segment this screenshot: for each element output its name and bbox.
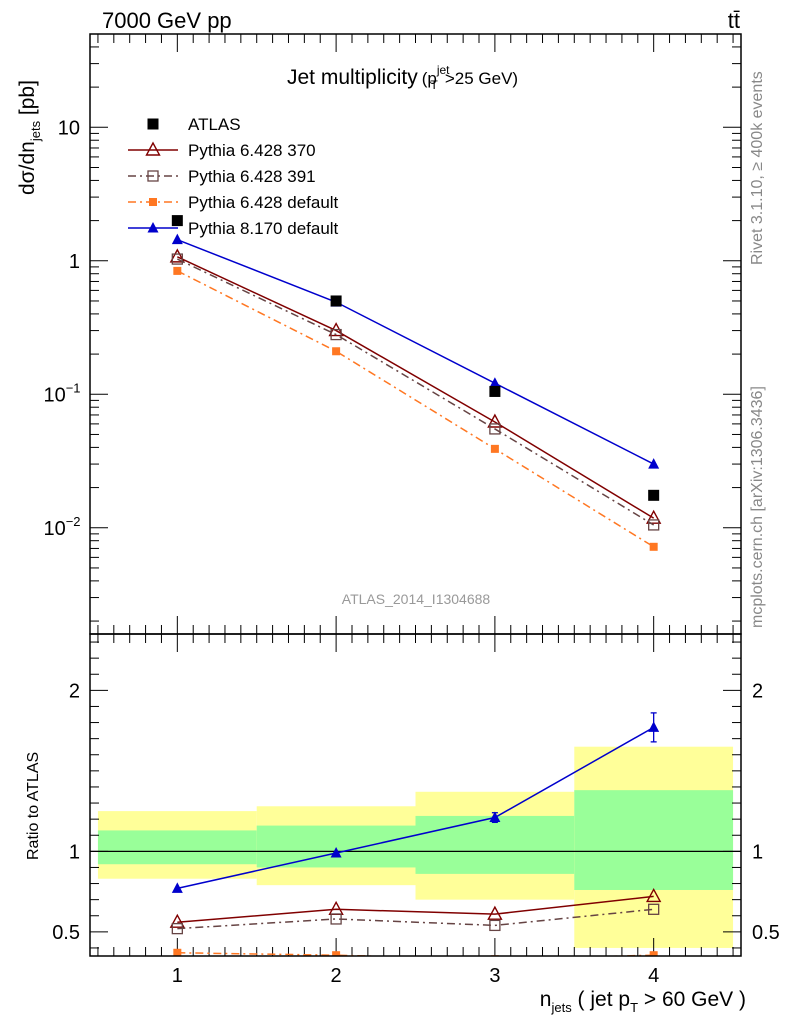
main-y-tick-label: 1 [69, 251, 80, 273]
main-series-pythia-6-428-default-point [332, 347, 341, 356]
main-series-pythia-6-428-default [173, 266, 658, 551]
main-y-tick-label: 10−2 [43, 514, 80, 540]
ratio-series-pythia-8-170-default-point [171, 882, 183, 893]
main-series-atlas-point [489, 385, 501, 397]
main-series-pythia-6-428-370 [169, 248, 662, 524]
process-label: tt̄ [728, 8, 740, 33]
legend-item-pythia-8-170-default-label: Pythia 8.170 default [188, 219, 339, 238]
ratio-series-pythia-6-428-391-point [489, 919, 501, 932]
ratio-series-pythia-6-428-default-line [177, 952, 654, 956]
ratio-y-tick-label-right: 1 [752, 841, 763, 863]
ratio-band-green-1 [256, 825, 416, 868]
data-series [169, 215, 662, 956]
energy-label: 7000 GeV pp [102, 8, 232, 33]
ratio-band-green-0 [97, 830, 257, 865]
legend-item-pythia-6-428-default-marker [149, 198, 157, 206]
main-series-pythia-8-170-default-line [177, 238, 655, 465]
x-tick-label: 3 [489, 965, 500, 987]
ratio-y-tick-label: 0.5 [52, 922, 80, 944]
main-series-pythia-6-428-370-point [645, 509, 662, 524]
ratio-series-pythia-6-428-default-point [332, 951, 341, 956]
main-series-pythia-6-428-default-line [176, 270, 655, 548]
x-axis-label: njets ( jet pT > 60 GeV ) [540, 988, 746, 1015]
axes-ticks: 10−2 10−1 1 10 1 2 3 4 0.5 0.5 1 1 2 2 [43, 33, 780, 987]
ratio-series-pythia-6-428-370-point [487, 905, 503, 920]
main-series-pythia-8-170-default-point [489, 377, 501, 388]
ratio-series-pythia-6-428-default-point [173, 948, 182, 956]
main-series-pythia-6-428-370-point [487, 413, 503, 428]
main-series-pythia-6-428-default-point [490, 444, 499, 453]
legend-item-pythia-8-170-default: Pythia 8.170 default [128, 219, 339, 238]
ratio-series-pythia-6-428-370-line [177, 895, 654, 923]
ratio-band-green-2 [415, 815, 575, 874]
legend-item-pythia-6-428-370-label: Pythia 6.428 370 [188, 141, 316, 160]
ratio-series-pythia-8-170-default-point [330, 846, 342, 858]
ratio-series-pythia-6-428-370-point [328, 900, 344, 916]
ratio-plot-frame [89, 633, 742, 957]
main-series-pythia-8-170-default-point [171, 233, 183, 245]
legend: ATLAS Pythia 6.428 370 Pythia 6.428 391 Pyt… [128, 115, 339, 238]
main-series-atlas-point [171, 215, 183, 227]
x-tick-label: 4 [648, 965, 659, 987]
main-series-pythia-6-428-391-point [489, 423, 501, 435]
ratio-series-pythia-8-170-default-point [648, 721, 660, 732]
ratio-series-group [169, 712, 662, 956]
ratio-band-green-3 [574, 790, 734, 890]
legend-item-atlas: ATLAS [147, 115, 241, 134]
legend-item-pythia-6-428-default: Pythia 6.428 default [128, 193, 339, 212]
ratio-series-pythia-6-428-default-point [649, 951, 658, 956]
legend-item-pythia-6-428-default-label: Pythia 6.428 default [188, 193, 339, 212]
ratio-y-tick-label-right: 2 [752, 680, 763, 702]
ratio-series-pythia-6-428-370-point [645, 887, 662, 903]
main-title: Jet multiplicity (pjet T >25 GeV) [287, 63, 518, 92]
main-series-pythia-6-428-391-point [648, 519, 660, 531]
main-y-tick-label: 10 [58, 117, 80, 139]
x-tick-label: 2 [331, 965, 342, 987]
ratio-series-pythia-6-428-391-point [330, 913, 342, 925]
rivet-label: Rivet 3.1.10, ≥ 400k events [749, 71, 766, 265]
source-label: mcplots.cern.ch [arXiv:1306.3436] [749, 386, 766, 628]
main-series-pythia-6-428-default-point [649, 542, 658, 551]
legend-item-atlas-marker [147, 118, 159, 130]
ratio-y-axis-label: Ratio to ATLAS [25, 752, 42, 860]
main-series-atlas-point [330, 295, 342, 307]
main-series-pythia-6-428-391-point [330, 328, 342, 341]
legend-item-pythia-8-170-default-marker [147, 222, 159, 233]
ratio-series-pythia-6-428-391-line [177, 908, 654, 930]
main-series-pythia-6-428-391-line [177, 258, 655, 526]
main-series-atlas [171, 215, 660, 501]
main-y-axis-label: dσ/dnjets [pb] [16, 80, 43, 195]
legend-item-pythia-6-428-370-marker [145, 141, 161, 156]
ratio-series-pythia-6-428-370 [169, 887, 662, 928]
ratio-series-pythia-8-170-default-point [489, 811, 501, 823]
legend-item-pythia-6-428-370: Pythia 6.428 370 [128, 141, 316, 160]
main-series-pythia-6-428-default-point [173, 266, 182, 275]
legend-item-pythia-6-428-391-label: Pythia 6.428 391 [188, 167, 316, 186]
legend-item-atlas-label: ATLAS [188, 115, 241, 134]
ratio-y-tick-label-right: 0.5 [752, 922, 780, 944]
ratio-series-pythia-6-428-370-point [169, 913, 186, 928]
ratio-y-tick-label: 2 [69, 680, 80, 702]
legend-item-pythia-6-428-391-marker [147, 170, 159, 182]
main-series-pythia-6-428-370-point [169, 248, 186, 263]
main-y-tick-label: 10−1 [43, 380, 80, 406]
ratio-series-pythia-6-428-391 [171, 903, 660, 935]
ratio-series-pythia-6-428-391-point [648, 903, 660, 915]
main-series-pythia-6-428-370-line [177, 256, 655, 519]
main-series-pythia-6-428-391-point [171, 253, 183, 265]
analysis-label: ATLAS_2014_I1304688 [342, 591, 491, 607]
ratio-uncertainty-bands [90, 746, 741, 948]
ratio-y-tick-label: 1 [69, 841, 80, 863]
ratio-series-pythia-8-170-default [171, 712, 660, 893]
ratio-series-pythia-6-428-391-point [171, 922, 183, 935]
main-series-pythia-6-428-391 [171, 253, 660, 531]
main-series-atlas-point [648, 489, 660, 501]
x-tick-label: 1 [172, 965, 183, 987]
legend-item-pythia-6-428-391: Pythia 6.428 391 [128, 167, 316, 186]
main-series-pythia-8-170-default [171, 233, 660, 469]
main-series-pythia-8-170-default-point [648, 458, 660, 469]
ratio-series-pythia-8-170-default-line [177, 726, 655, 890]
